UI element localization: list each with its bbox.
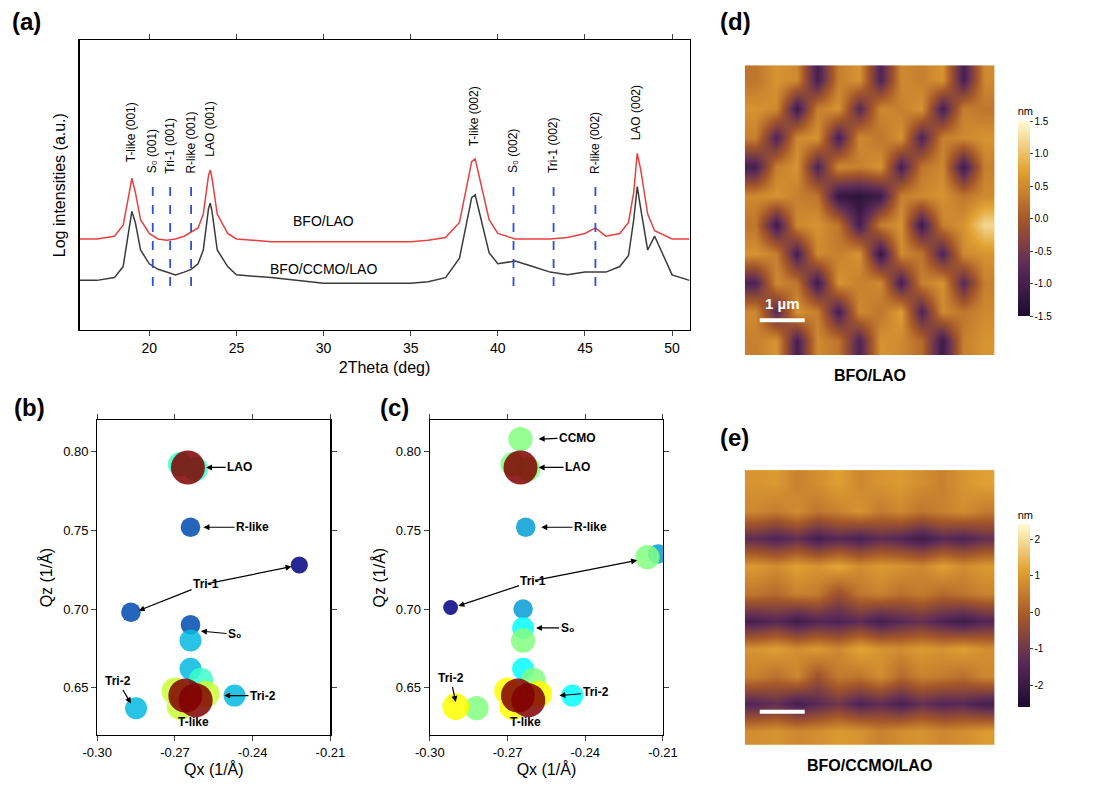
- svg-text:45: 45: [577, 340, 593, 356]
- svg-text:LAO: LAO: [565, 460, 590, 474]
- svg-text:(d): (d): [720, 8, 751, 35]
- svg-text:R-like: R-like: [236, 520, 269, 534]
- svg-text:-0.21: -0.21: [648, 745, 678, 760]
- svg-text:Qz (1/Å): Qz (1/Å): [37, 548, 55, 608]
- svg-text:1.0: 1.0: [1035, 148, 1049, 159]
- svg-text:-1.0: -1.0: [1035, 278, 1053, 289]
- svg-text:-0.27: -0.27: [493, 745, 523, 760]
- svg-text:40: 40: [490, 340, 506, 356]
- svg-text:-0.5: -0.5: [1035, 246, 1053, 257]
- svg-text:0.5: 0.5: [1035, 181, 1049, 192]
- svg-text:Log intensities (a.u.): Log intensities (a.u.): [51, 113, 68, 257]
- svg-text:Tri-2: Tri-2: [250, 689, 276, 703]
- svg-text:S₀ (002): S₀ (002): [506, 129, 520, 173]
- svg-text:-0.21: -0.21: [316, 745, 346, 760]
- svg-text:T-like (002): T-like (002): [467, 86, 481, 146]
- svg-text:1 µm: 1 µm: [765, 295, 800, 312]
- svg-text:0.70: 0.70: [396, 602, 421, 617]
- svg-text:(e): (e): [720, 424, 749, 451]
- svg-text:-0.24: -0.24: [238, 745, 268, 760]
- svg-text:Tri-1 (002): Tri-1 (002): [546, 118, 560, 174]
- svg-text:-1.5: -1.5: [1035, 311, 1053, 322]
- svg-text:25: 25: [229, 340, 245, 356]
- svg-text:S₀ (001): S₀ (001): [145, 129, 159, 173]
- svg-text:0.80: 0.80: [396, 444, 421, 459]
- svg-text:Tri-2: Tri-2: [438, 671, 464, 685]
- svg-text:(b): (b): [14, 394, 45, 421]
- svg-text:Tri-2: Tri-2: [105, 674, 131, 688]
- svg-text:S₀: S₀: [561, 621, 574, 635]
- svg-text:(c): (c): [380, 394, 409, 421]
- svg-text:Qx (1/Å): Qx (1/Å): [184, 760, 244, 778]
- svg-text:0: 0: [1035, 607, 1041, 618]
- svg-text:T-like: T-like: [178, 715, 209, 729]
- svg-text:R-like (002): R-like (002): [588, 112, 602, 174]
- svg-text:nm: nm: [1018, 509, 1033, 521]
- svg-text:BFO/LAO: BFO/LAO: [293, 213, 354, 229]
- svg-text:R-like (001): R-like (001): [184, 112, 198, 174]
- svg-text:(a): (a): [12, 8, 41, 35]
- svg-text:0.65: 0.65: [396, 680, 421, 695]
- svg-text:LAO (002): LAO (002): [629, 85, 643, 140]
- svg-text:-0.30: -0.30: [82, 745, 112, 760]
- svg-text:Qx (1/Å): Qx (1/Å): [517, 760, 577, 778]
- svg-text:T-like (001): T-like (001): [124, 102, 138, 162]
- svg-text:R-like: R-like: [574, 520, 607, 534]
- svg-text:LAO: LAO: [227, 460, 252, 474]
- svg-text:BFO/CCMO/LAO: BFO/CCMO/LAO: [807, 757, 932, 774]
- svg-text:-2: -2: [1035, 680, 1044, 691]
- svg-text:2Theta (deg): 2Theta (deg): [339, 359, 431, 376]
- svg-text:-1: -1: [1035, 643, 1044, 654]
- svg-text:T-like: T-like: [510, 715, 541, 729]
- svg-text:nm: nm: [1018, 105, 1033, 117]
- svg-text:S₀: S₀: [228, 627, 241, 641]
- svg-text:Tri-1: Tri-1: [193, 577, 219, 591]
- svg-text:BFO/CCMO/LAO: BFO/CCMO/LAO: [270, 261, 377, 277]
- svg-text:30: 30: [316, 340, 332, 356]
- svg-text:BFO/LAO: BFO/LAO: [834, 367, 906, 384]
- svg-text:2: 2: [1035, 534, 1041, 545]
- svg-text:0.65: 0.65: [63, 680, 88, 695]
- svg-text:-0.27: -0.27: [160, 745, 190, 760]
- svg-text:1.5: 1.5: [1035, 116, 1049, 127]
- svg-text:0.70: 0.70: [63, 602, 88, 617]
- svg-text:Qz (1/Å): Qz (1/Å): [370, 548, 388, 608]
- svg-text:Tri-1 (001): Tri-1 (001): [163, 118, 177, 174]
- svg-text:Tri-2: Tri-2: [583, 685, 609, 699]
- svg-text:0.80: 0.80: [63, 444, 88, 459]
- svg-text:LAO (001): LAO (001): [203, 101, 217, 156]
- svg-text:0.75: 0.75: [63, 523, 88, 538]
- svg-text:-0.30: -0.30: [415, 745, 445, 760]
- svg-text:Tri-1: Tri-1: [520, 574, 546, 588]
- svg-text:0.75: 0.75: [396, 523, 421, 538]
- svg-text:50: 50: [664, 340, 680, 356]
- svg-text:35: 35: [403, 340, 419, 356]
- svg-text:-0.24: -0.24: [570, 745, 600, 760]
- svg-text:CCMO: CCMO: [559, 431, 596, 445]
- svg-text:0.0: 0.0: [1035, 213, 1049, 224]
- svg-text:20: 20: [141, 340, 157, 356]
- svg-text:1: 1: [1035, 570, 1041, 581]
